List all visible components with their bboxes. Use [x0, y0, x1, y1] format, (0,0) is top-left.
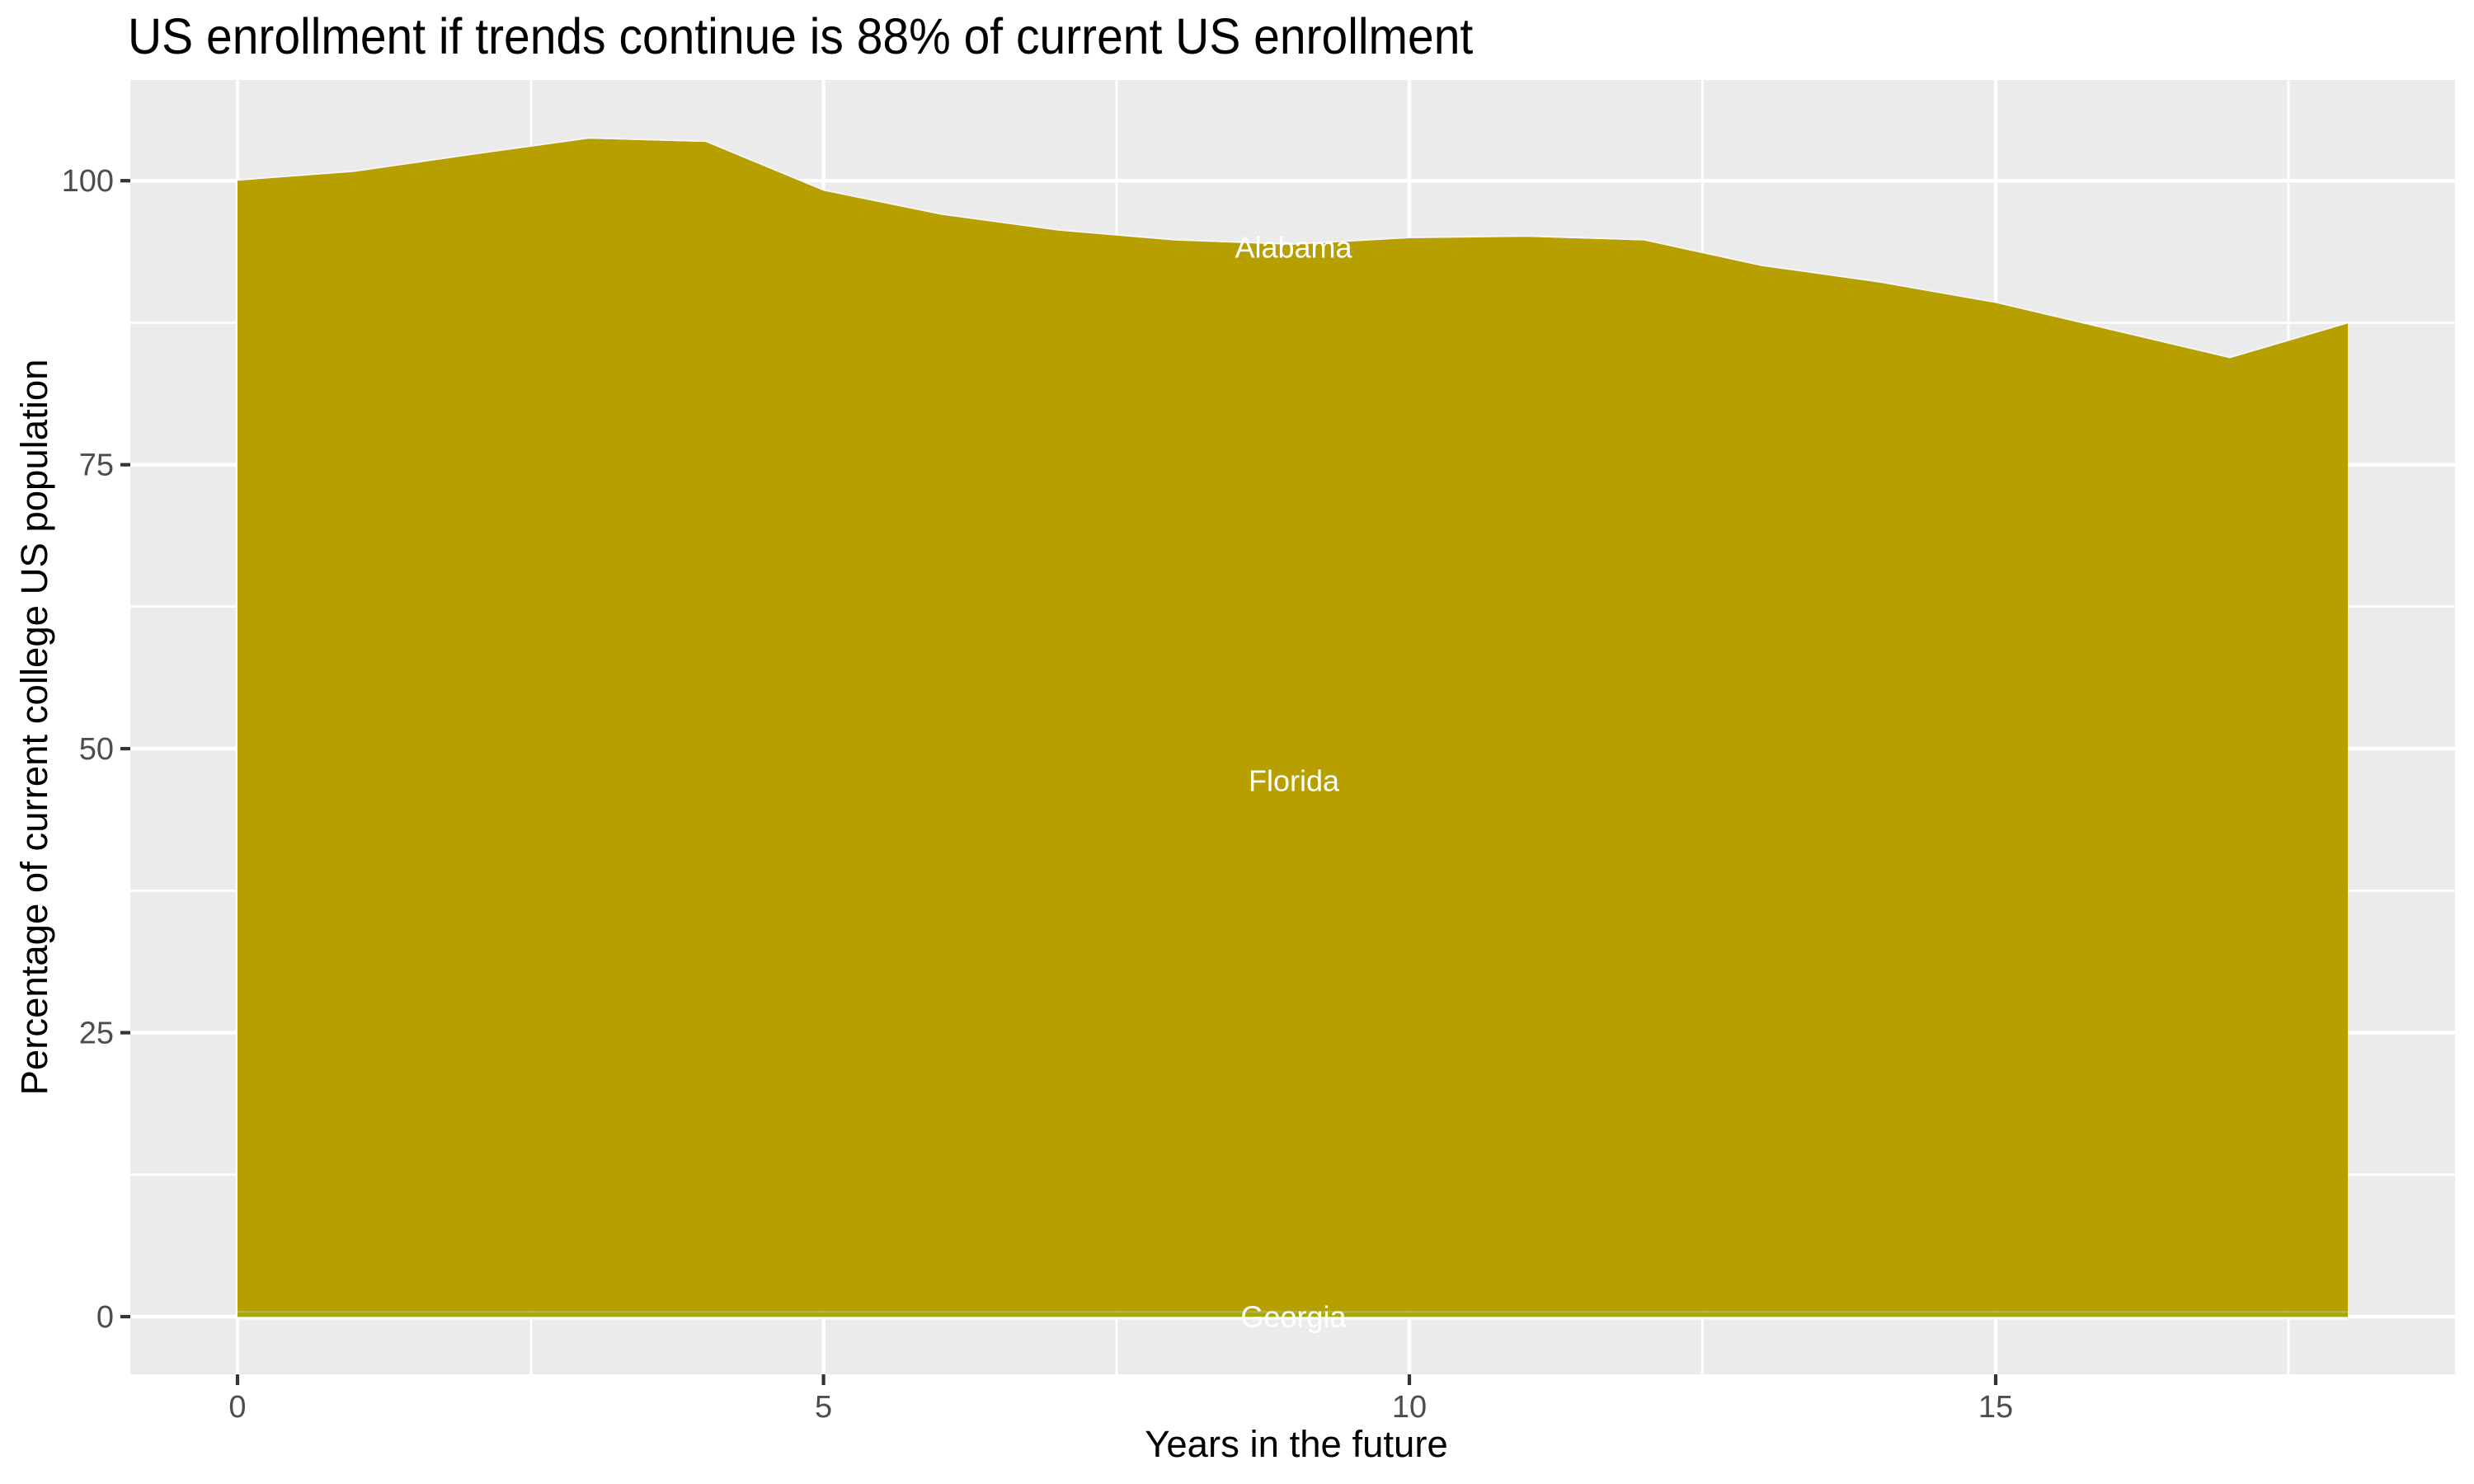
svg-text:50: 50	[79, 732, 114, 767]
svg-text:5: 5	[815, 1390, 832, 1425]
svg-text:0: 0	[228, 1390, 246, 1425]
svg-text:0: 0	[96, 1300, 114, 1335]
svg-text:Georgia: Georgia	[1240, 1300, 1347, 1334]
svg-text:75: 75	[79, 448, 114, 483]
svg-text:10: 10	[1392, 1390, 1427, 1425]
svg-text:Percentage of current college: Percentage of current college US populat…	[13, 359, 55, 1096]
svg-text:Years in the future: Years in the future	[1145, 1423, 1448, 1465]
svg-text:US enrollment if trends contin: US enrollment if trends continue is 88% …	[128, 8, 1473, 64]
svg-text:Florida: Florida	[1249, 764, 1340, 798]
svg-text:25: 25	[79, 1017, 114, 1051]
svg-text:15: 15	[1978, 1390, 2013, 1425]
svg-text:Alabama: Alabama	[1235, 231, 1352, 265]
svg-text:100: 100	[62, 164, 114, 199]
